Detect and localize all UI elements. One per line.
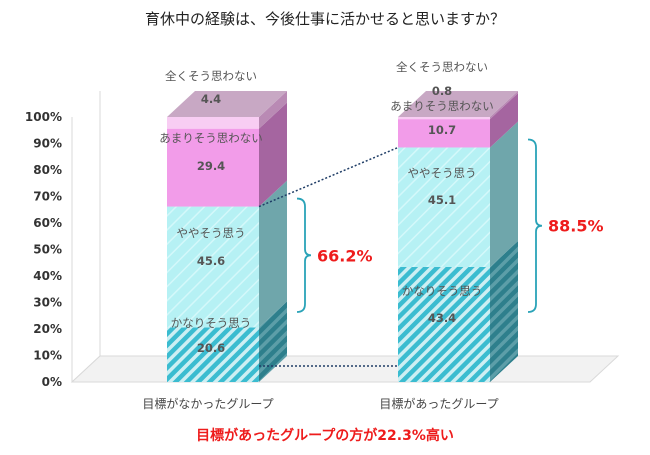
bar-top-face [167, 91, 287, 117]
segment-series-label: かなりそう思う [171, 316, 252, 330]
data-label: 43.4 [428, 311, 456, 325]
bar-segment-side [259, 102, 287, 207]
bar-segment-side [259, 301, 287, 382]
footnote: 目標があったグループの方が22.3%高い [196, 427, 454, 444]
segment-series-label: ややそう思う [177, 226, 246, 240]
y-tick-label: 90% [33, 137, 62, 151]
bar-segment-side [259, 91, 287, 129]
bar-segment [398, 266, 490, 382]
y-tick-label: 50% [33, 243, 62, 257]
bar-segment-side [259, 180, 287, 328]
bar-segment [167, 206, 259, 328]
y-tick-label: 20% [33, 322, 62, 336]
data-label: 20.6 [197, 341, 225, 355]
bar-top-face [398, 91, 518, 117]
x-tick-label: 目標がなかったグループ [142, 396, 273, 411]
back-wall-edge [71, 91, 101, 383]
y-tick-label: 0% [42, 375, 62, 389]
y-tick-label: 40% [33, 269, 62, 283]
bar-segment [398, 117, 490, 120]
bar-segment [398, 119, 490, 148]
x-axis: 目標がなかったグループ 目標があったグループ [142, 396, 498, 411]
bar-segment [167, 327, 259, 382]
connector-top [258, 146, 399, 208]
y-tick-label: 60% [33, 216, 62, 230]
bar-segment-side [490, 121, 518, 267]
segment-series-label: あまりそう思わない [390, 99, 494, 113]
brace-annotation: 88.5% [548, 217, 604, 236]
data-label: 4.4 [201, 92, 221, 106]
data-label: 0.8 [432, 84, 452, 98]
bar-segment-side [490, 240, 518, 382]
y-tick-label: 10% [33, 349, 62, 363]
bars: かなりそう思う 20.6 ややそう思う 45.6 あまりそう思わない 29.4 全くそう思わ… [159, 60, 518, 382]
data-label: 10.7 [428, 123, 456, 137]
segment-series-label: あまりそう思わない [159, 131, 263, 145]
brace-bracket [296, 197, 312, 313]
bar-segment [167, 128, 259, 207]
y-tick-label: 70% [33, 190, 62, 204]
chart-title: 育休中の経験は、今後仕事に活かせると思いますか？ [145, 10, 505, 28]
y-axis: 0% 10% 20% 30% 40% 50% 60% 70% 80% 90% 100% [25, 110, 62, 389]
x-tick-label: 目標があったグループ [379, 396, 498, 411]
data-label: 45.1 [428, 193, 456, 207]
y-tick-label: 100% [25, 110, 62, 124]
y-tick-label: 30% [33, 296, 62, 310]
floor-plane [70, 355, 620, 383]
data-label: 45.6 [197, 254, 225, 268]
brace-annotation: 66.2% [317, 246, 373, 265]
y-tick-label: 80% [33, 163, 62, 177]
segment-series-label: 全くそう思わない [396, 60, 488, 74]
segment-series-label: かなりそう思う [402, 284, 483, 298]
bar-segment-side [490, 93, 518, 148]
data-label: 29.4 [197, 159, 225, 173]
bar-segment [398, 147, 490, 267]
bar-segment-side [490, 91, 518, 120]
brace-bracket [527, 138, 543, 313]
segment-series-label: ややそう思う [408, 166, 477, 180]
segment-series-label: 全くそう思わない [165, 69, 257, 83]
annotations: 66.2% 88.5% [258, 138, 604, 367]
bar-segment [167, 117, 259, 129]
